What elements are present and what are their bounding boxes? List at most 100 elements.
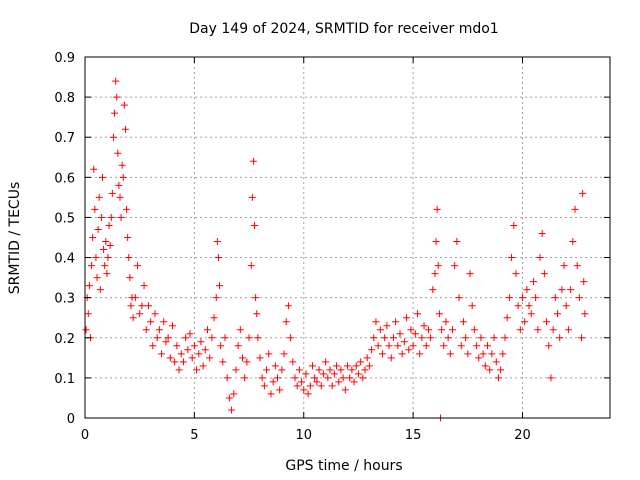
data-point	[186, 330, 194, 338]
data-point	[99, 173, 106, 181]
data-point	[554, 310, 561, 318]
data-point	[271, 362, 279, 370]
data-point	[536, 254, 544, 262]
data-point	[414, 310, 421, 318]
data-point	[230, 390, 238, 398]
data-point	[274, 374, 281, 382]
data-point	[252, 294, 260, 302]
data-point	[311, 374, 319, 382]
data-point	[249, 157, 257, 165]
data-point	[449, 326, 456, 334]
data-point	[228, 406, 236, 414]
data-point	[247, 262, 255, 270]
y-tick-label: 0.7	[54, 131, 75, 146]
data-point	[466, 270, 474, 278]
data-point	[508, 254, 516, 262]
data-point	[505, 294, 513, 302]
data-point	[254, 334, 262, 342]
data-point	[199, 362, 207, 370]
data-point	[239, 354, 246, 362]
data-point	[223, 374, 231, 382]
data-point	[106, 242, 114, 250]
data-point	[221, 334, 229, 342]
data-point	[324, 374, 332, 382]
data-point	[315, 366, 323, 374]
data-point	[322, 358, 330, 366]
data-point	[232, 366, 240, 374]
data-point	[453, 238, 461, 246]
x-axis-label: GPS time / hours	[285, 458, 402, 474]
data-point	[488, 350, 496, 358]
data-point	[560, 262, 568, 270]
data-point	[169, 322, 176, 330]
y-tick-label: 0	[67, 412, 75, 427]
data-point	[105, 221, 113, 229]
y-tick-label: 0.8	[54, 91, 75, 106]
data-point	[96, 286, 104, 294]
x-tick-label: 10	[295, 428, 312, 443]
data-point	[107, 213, 115, 221]
data-point	[251, 221, 259, 229]
data-point	[195, 350, 203, 358]
y-tick-label: 0.5	[54, 211, 75, 226]
data-point	[503, 314, 511, 322]
data-point	[326, 366, 334, 374]
data-point	[243, 358, 251, 366]
data-point	[571, 205, 579, 213]
data-point	[532, 294, 540, 302]
data-point	[131, 294, 139, 302]
data-point	[213, 238, 221, 246]
data-point	[225, 394, 233, 402]
y-tick-label: 0.4	[54, 252, 75, 267]
data-point	[490, 334, 498, 342]
data-point	[398, 350, 406, 358]
data-point	[160, 318, 168, 326]
data-point	[459, 318, 467, 326]
data-point	[372, 318, 380, 326]
data-point	[317, 382, 325, 390]
data-point	[164, 334, 172, 342]
data-point	[492, 358, 500, 366]
data-point	[103, 270, 111, 278]
data-point	[113, 93, 121, 101]
data-point	[171, 358, 179, 366]
data-point	[97, 213, 105, 221]
data-point	[514, 302, 522, 310]
data-point	[162, 338, 170, 346]
data-point	[556, 334, 564, 342]
data-point	[510, 221, 518, 229]
y-tick-label: 0.6	[54, 171, 75, 186]
data-point	[93, 274, 101, 282]
data-point	[484, 342, 491, 350]
data-point	[551, 294, 559, 302]
data-point	[387, 354, 395, 362]
data-point	[432, 238, 440, 246]
data-point	[519, 294, 526, 302]
data-point	[100, 246, 108, 254]
data-point	[319, 370, 327, 378]
data-point	[166, 354, 174, 362]
data-point	[579, 189, 587, 197]
data-point	[573, 262, 581, 270]
data-point	[429, 286, 437, 294]
data-point	[300, 386, 308, 394]
data-point	[208, 334, 216, 342]
data-point	[119, 173, 127, 181]
data-point	[173, 342, 181, 350]
data-point	[282, 318, 290, 326]
data-point	[418, 334, 426, 342]
data-point	[365, 362, 373, 370]
data-point	[433, 205, 441, 213]
data-point	[253, 310, 261, 318]
data-point	[411, 330, 419, 338]
data-point	[354, 370, 362, 378]
data-point	[333, 362, 341, 370]
data-point	[92, 254, 100, 262]
data-point	[127, 302, 135, 310]
data-point	[91, 205, 99, 213]
data-point	[346, 374, 354, 382]
data-point	[381, 334, 389, 342]
data-point	[298, 378, 306, 386]
data-point	[206, 354, 214, 362]
data-point	[111, 109, 119, 117]
